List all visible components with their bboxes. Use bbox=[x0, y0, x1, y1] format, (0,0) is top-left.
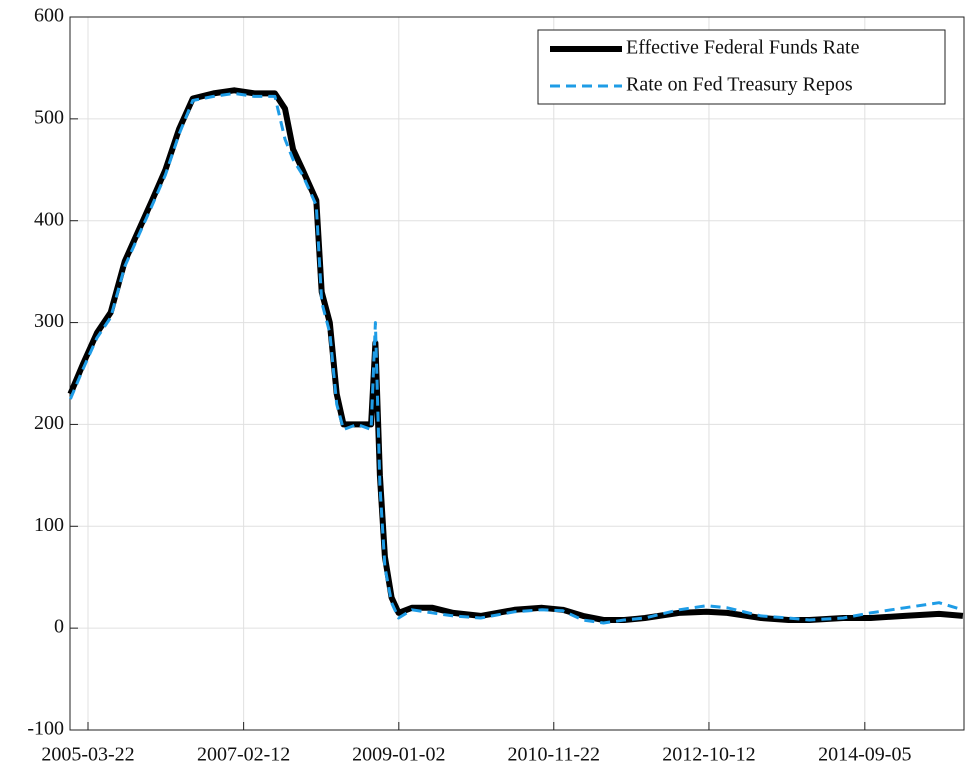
x-tick-label: 2005-03-22 bbox=[41, 744, 134, 766]
x-tick-label: 2007-02-12 bbox=[197, 744, 290, 766]
legend-box bbox=[537, 29, 946, 105]
y-tick-label: 400 bbox=[34, 208, 64, 230]
y-tick-label: 0 bbox=[54, 616, 64, 638]
x-tick-label: 2012-10-12 bbox=[662, 744, 755, 766]
y-tick-label: -100 bbox=[27, 718, 64, 740]
y-tick-label: 300 bbox=[34, 310, 64, 332]
series-line bbox=[67, 87, 964, 623]
y-tick-label: 100 bbox=[34, 514, 64, 536]
series-line bbox=[69, 91, 964, 625]
y-tick-label: 200 bbox=[34, 412, 64, 434]
x-tick-label: 2009-01-02 bbox=[352, 744, 445, 766]
y-tick-label: 600 bbox=[34, 5, 64, 27]
legend-label: Effective Federal Funds Rate bbox=[626, 37, 860, 59]
y-tick-label: 500 bbox=[34, 106, 64, 128]
plot-frame bbox=[69, 16, 965, 731]
x-tick-label: 2010-11-22 bbox=[507, 744, 600, 766]
legend-label: Rate on Fed Treasury Repos bbox=[626, 74, 853, 96]
x-tick-label: 2014-09-05 bbox=[818, 744, 911, 766]
